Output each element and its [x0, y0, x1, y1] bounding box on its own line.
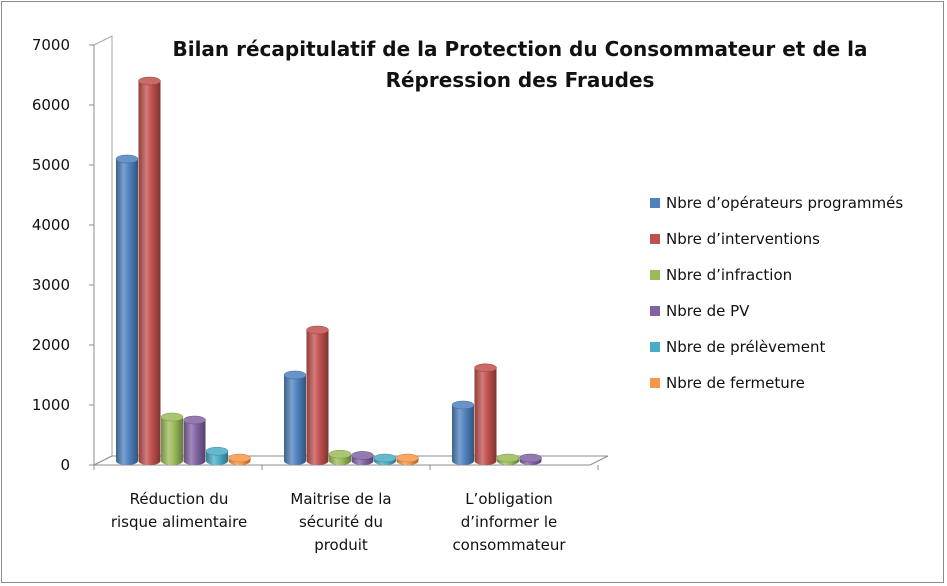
category-label-2: Maitrise de la sécurité du produit: [266, 488, 416, 557]
category-label-3: L’obligation d’informer le consommateur: [434, 488, 584, 557]
bar: [306, 330, 329, 465]
category-label-1: Réduction du risque alimentaire: [104, 488, 254, 534]
side-wall: [93, 35, 113, 466]
bar: [161, 417, 183, 465]
category-label-line: sécurité du: [298, 513, 384, 531]
legend-label: Nbre de prélèvement: [666, 338, 826, 356]
chart-title-line-1: Bilan récapitulatif de la Protection du …: [172, 37, 868, 61]
category-label-line: risque alimentaire: [110, 513, 248, 531]
bar: [474, 367, 497, 465]
legend-label: Nbre d’infraction: [666, 266, 793, 284]
legend-item: Nbre de fermeture: [650, 373, 805, 393]
y-tick-label: 0: [60, 456, 70, 474]
bar-top: [205, 446, 229, 456]
category-label-line: Réduction du: [129, 490, 229, 508]
bar-top: [474, 363, 497, 373]
y-tick-label: 4000: [32, 216, 70, 234]
y-tick-label: 1000: [32, 396, 70, 414]
bar-top: [160, 412, 184, 422]
bar-top: [396, 453, 419, 463]
bar-top: [451, 400, 475, 410]
legend-swatch: [650, 378, 660, 388]
legend-item: Nbre d’infraction: [650, 265, 792, 285]
bar-top: [328, 449, 352, 459]
legend-swatch: [650, 234, 660, 244]
category-label-line: Maitrise de la: [290, 490, 392, 508]
bar: [452, 405, 474, 465]
bar-top: [306, 325, 329, 335]
bar: [183, 420, 206, 465]
legend-item: Nbre d’opérateurs programmés: [650, 193, 903, 213]
legend-label: Nbre de PV: [666, 302, 750, 320]
bar: [284, 375, 306, 465]
category-label-line: L’obligation: [465, 490, 553, 508]
y-tick-label: 2000: [32, 336, 70, 354]
bar-top: [351, 451, 374, 460]
bar-top: [373, 453, 397, 463]
y-tick-label: 5000: [32, 156, 70, 174]
bar-top: [519, 453, 542, 463]
chart-title-line-2: Répression des Fraudes: [385, 68, 655, 92]
legend-item: Nbre d’interventions: [650, 229, 820, 249]
bar-top: [115, 154, 139, 164]
bar-top: [138, 76, 161, 86]
bar-top: [283, 370, 307, 380]
legend-swatch: [650, 270, 660, 280]
legend-label: Nbre d’opérateurs programmés: [666, 194, 904, 212]
legend-swatch: [650, 198, 660, 208]
legend-item: Nbre de prélèvement: [650, 337, 825, 357]
legend-swatch: [650, 306, 660, 316]
y-tick-label: 7000: [32, 36, 70, 54]
bar-top: [228, 453, 251, 463]
legend-swatch: [650, 342, 660, 352]
bar: [116, 159, 138, 465]
category-label-line: consommateur: [452, 536, 566, 554]
category-label-line: produit: [314, 536, 368, 554]
bar-top: [183, 415, 206, 425]
category-label-line: d’informer le: [460, 513, 558, 531]
legend-label: Nbre de fermeture: [666, 374, 805, 392]
y-tick-label: 3000: [32, 276, 70, 294]
bar-top: [496, 453, 520, 463]
y-tick-label: 6000: [32, 96, 70, 114]
bar: [138, 81, 161, 465]
legend-item: Nbre de PV: [650, 301, 749, 321]
legend-label: Nbre d’interventions: [666, 230, 820, 248]
